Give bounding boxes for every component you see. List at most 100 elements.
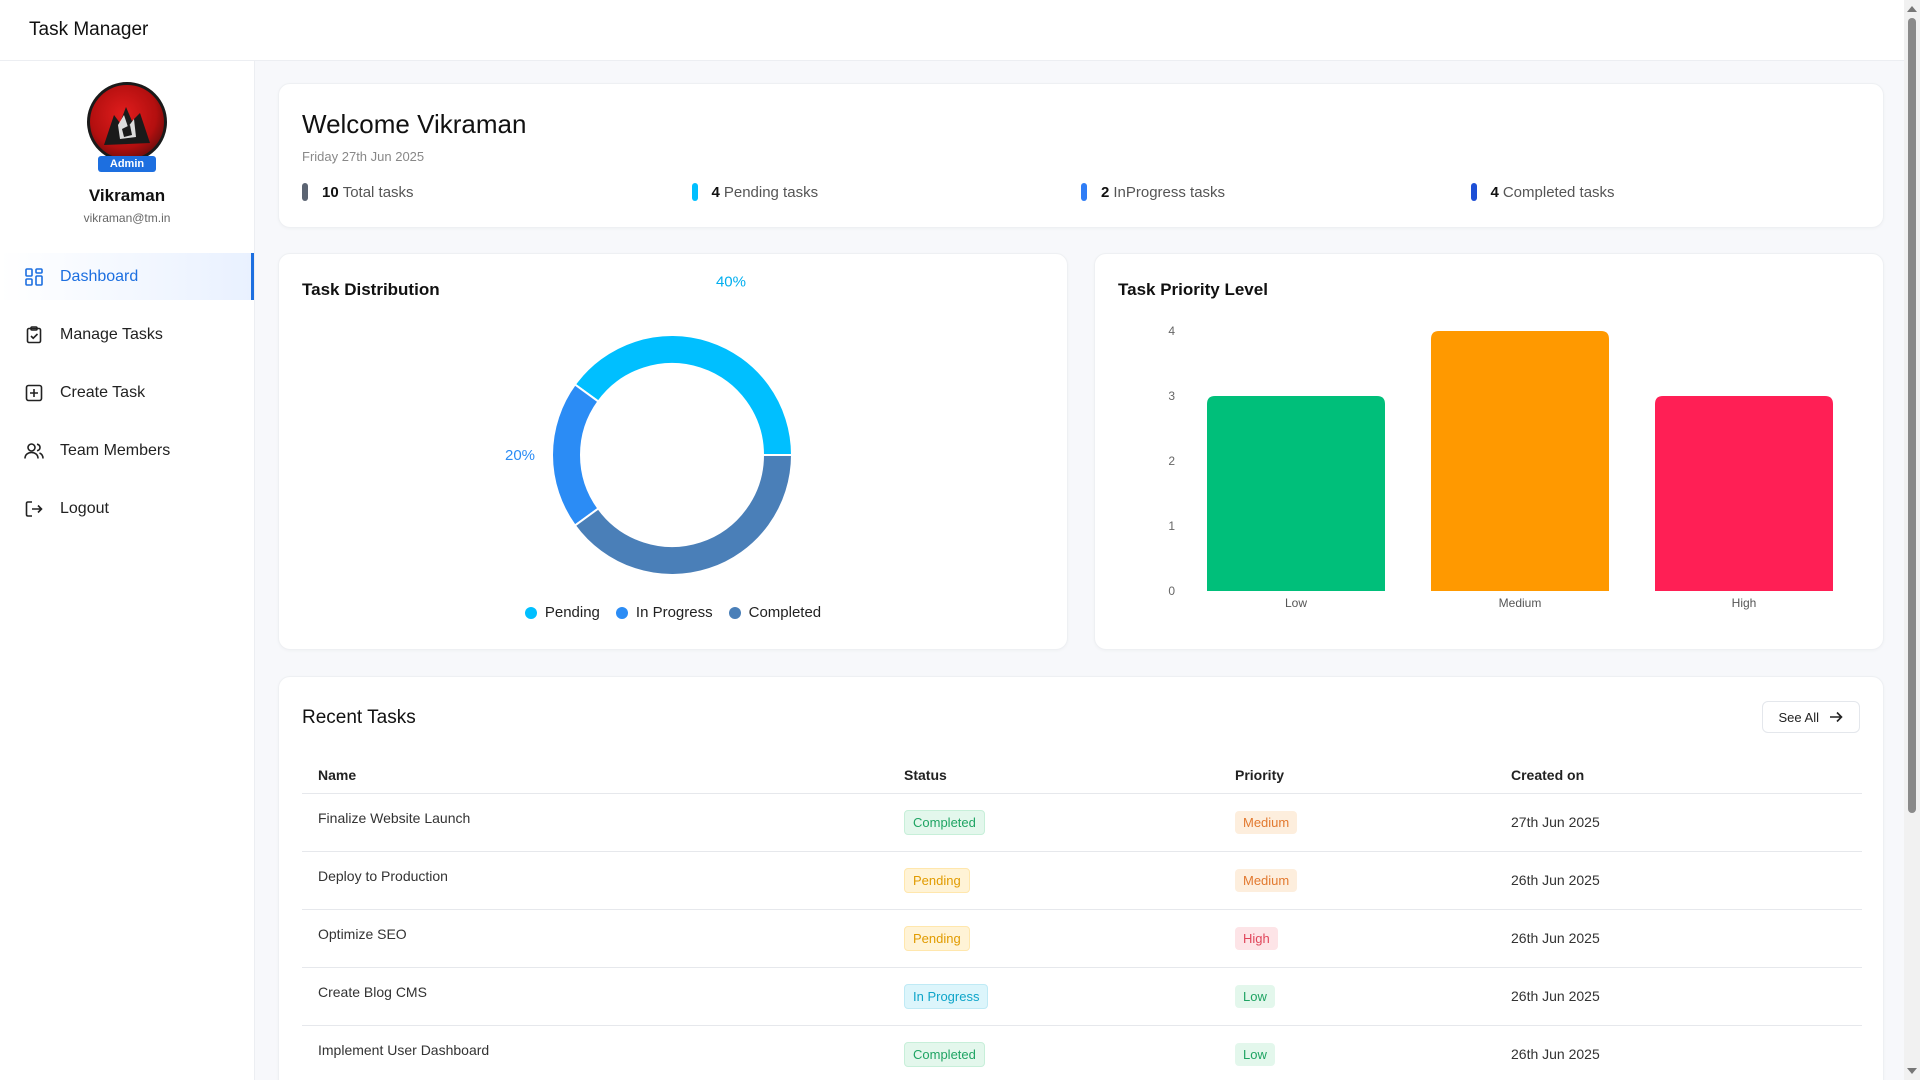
app-title: Task Manager <box>29 19 149 40</box>
sidebar-item-team-members[interactable]: Team Members <box>0 427 254 474</box>
legend-dot-icon <box>728 606 741 619</box>
legend-item-completed: Completed <box>728 604 821 621</box>
donut-slice-in-progress[interactable] <box>551 383 600 527</box>
priority-badge: Medium <box>1235 868 1298 892</box>
percent-label-in-progress: 20% <box>505 447 535 464</box>
stat-label: Completed tasks <box>1502 183 1615 201</box>
chart-legend: Pending In Progress Completed <box>279 604 1067 621</box>
sidebar-item-dashboard[interactable]: Dashboard <box>0 253 254 300</box>
status-cell: Completed <box>904 1025 1235 1080</box>
priority-cell: High <box>1235 909 1511 968</box>
user-email: vikraman@tm.in <box>83 211 171 225</box>
stat-bar-icon <box>691 183 698 201</box>
x-tick-label: Low <box>1285 596 1307 610</box>
table-row[interactable]: Deploy to Production Pending Medium 26th Ju… <box>302 851 1862 910</box>
status-badge: In Progress <box>904 983 989 1009</box>
column-header[interactable]: Name <box>302 757 904 794</box>
stat-count: 10 <box>322 183 339 201</box>
top-bar: Task Manager <box>0 0 1904 61</box>
see-all-button[interactable]: See All <box>1761 701 1860 733</box>
sidebar-item-logout[interactable]: Logout <box>0 485 254 532</box>
stat-count: 4 <box>711 183 720 201</box>
recent-tasks-card: Recent Tasks See All Name Status Priorit… <box>278 676 1884 1080</box>
priority-cell: Low <box>1235 967 1511 1026</box>
task-priority-card: Task Priority Level 0 1 2 3 4 Low Medium High <box>1094 253 1884 650</box>
sidebar: Admin Vikraman vikraman@tm.in Dashboard … <box>0 61 255 1080</box>
see-all-label: See All <box>1778 709 1819 725</box>
priority-cell: Medium <box>1235 793 1511 852</box>
status-cell: In Progress <box>904 967 1235 1026</box>
scroll-up-icon[interactable] <box>1907 6 1917 12</box>
column-header[interactable]: Priority <box>1235 757 1511 794</box>
legend-dot-icon <box>615 606 628 619</box>
logout-icon <box>24 499 44 519</box>
table-row[interactable]: Finalize Website Launch Completed Medium 27… <box>302 793 1862 852</box>
profile-section: Admin Vikraman vikraman@tm.in <box>0 61 254 225</box>
stat-inprogress-tasks: 2 InProgress tasks <box>1081 183 1471 201</box>
column-header[interactable]: Created on <box>1511 757 1862 794</box>
created-date: 26th Jun 2025 <box>1511 851 1862 910</box>
sidebar-item-label: Create Task <box>60 383 146 401</box>
page-scrollbar[interactable] <box>1904 0 1920 1080</box>
legend-item-in-progress: In Progress <box>615 604 713 621</box>
stat-bar-icon <box>1081 183 1087 201</box>
donut-slice-completed[interactable] <box>573 454 794 576</box>
priority-cell: Low <box>1235 1025 1511 1080</box>
stat-label: InProgress tasks <box>1113 183 1226 201</box>
avatar-figure-icon <box>104 107 150 145</box>
task-name: Implement User Dashboard <box>302 1025 904 1080</box>
percent-label-pending: 40% <box>716 273 746 290</box>
stat-count: 2 <box>1101 183 1110 201</box>
stat-bar-icon <box>302 183 308 201</box>
table-row[interactable]: Create Blog CMS In Progress Low 26th Jun 20… <box>302 967 1862 1026</box>
y-tick-label: 3 <box>1168 389 1175 403</box>
task-name: Optimize SEO <box>302 909 904 968</box>
legend-label: Pending <box>544 604 600 621</box>
scroll-thumb[interactable] <box>1908 18 1916 813</box>
status-cell: Completed <box>904 793 1235 852</box>
status-cell: Pending <box>904 851 1235 910</box>
sidebar-item-manage-tasks[interactable]: Manage Tasks <box>0 311 254 358</box>
current-date: Friday 27th Jun 2025 <box>302 149 425 164</box>
stat-bar-icon <box>1470 183 1477 201</box>
table-row[interactable]: Optimize SEO Pending High 26th Jun 2025 <box>302 909 1862 968</box>
status-badge: Completed <box>904 1041 985 1067</box>
stat-pending-tasks: 4 Pending tasks <box>691 183 1082 201</box>
admin-badge: Admin <box>97 156 157 172</box>
priority-badge: High <box>1235 926 1278 950</box>
priority-cell: Medium <box>1235 851 1511 910</box>
bar-high[interactable] <box>1655 396 1833 591</box>
scroll-down-icon[interactable] <box>1907 1068 1917 1074</box>
y-tick-label: 1 <box>1168 519 1175 533</box>
card-title: Task Distribution <box>302 280 440 299</box>
plus-square-icon <box>24 383 44 403</box>
task-name: Create Blog CMS <box>302 967 904 1026</box>
legend-item-pending: Pending <box>524 604 600 621</box>
welcome-heading: Welcome Vikraman <box>302 109 527 139</box>
priority-badge: Low <box>1235 1042 1275 1066</box>
card-title: Task Priority Level <box>1118 280 1268 299</box>
bar-low[interactable] <box>1207 396 1385 591</box>
legend-dot-icon <box>524 606 537 619</box>
task-stats: 10 Total tasks 4 Pending tasks 2 InProgr… <box>302 183 1860 201</box>
table-row[interactable]: Implement User Dashboard Completed Low 26th… <box>302 1025 1862 1080</box>
stat-completed-tasks: 4 Completed tasks <box>1470 183 1861 201</box>
created-date: 26th Jun 2025 <box>1511 1025 1862 1080</box>
priority-badge: Medium <box>1235 810 1298 834</box>
status-badge: Pending <box>904 867 970 893</box>
sidebar-nav: Dashboard Manage Tasks Create Task Team … <box>0 253 254 532</box>
donut-slice-pending[interactable] <box>573 334 794 456</box>
bar-medium[interactable] <box>1431 331 1609 591</box>
arrow-right-icon <box>1830 711 1843 723</box>
clipboard-check-icon <box>24 325 44 345</box>
created-date: 26th Jun 2025 <box>1511 909 1862 968</box>
sidebar-item-create-task[interactable]: Create Task <box>0 369 254 416</box>
priority-badge: Low <box>1235 984 1275 1008</box>
column-header[interactable]: Status <box>904 757 1235 794</box>
task-name: Finalize Website Launch <box>302 793 904 852</box>
task-distribution-chart: 40%20%40% <box>505 273 794 630</box>
users-icon <box>24 441 44 461</box>
recent-tasks-title: Recent Tasks <box>302 707 416 728</box>
recent-tasks-table: Name Status Priority Created on Finalize… <box>302 757 1862 1080</box>
y-tick-label: 4 <box>1168 324 1175 338</box>
